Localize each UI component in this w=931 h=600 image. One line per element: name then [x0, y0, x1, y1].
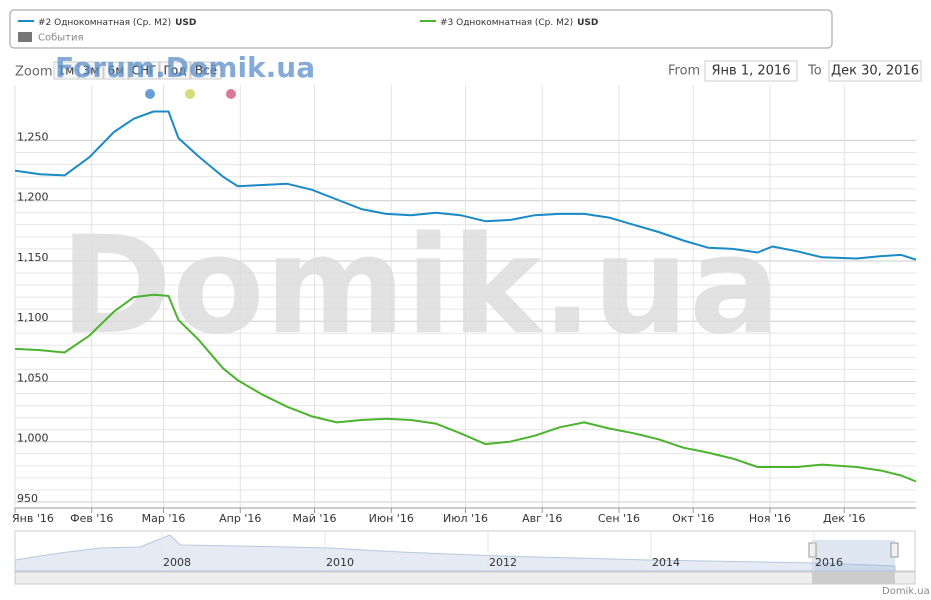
- zoom-button-label[interactable]: 3м: [83, 64, 100, 78]
- forum-watermark: Forum.Domik.ua: [55, 51, 315, 84]
- zoom-button[interactable]: [78, 61, 104, 80]
- legend-unit[interactable]: USD: [577, 18, 598, 28]
- navigator-year: 2012: [489, 556, 517, 569]
- x-tick-label: Июн '16: [369, 512, 414, 525]
- zoom-button-label[interactable]: 6м: [108, 64, 125, 78]
- zoom-button[interactable]: [53, 61, 79, 80]
- x-tick-label: Сен '16: [598, 512, 640, 525]
- navigator-year: 2014: [652, 556, 680, 569]
- zoom-button[interactable]: [159, 61, 191, 80]
- x-tick-label: Окт '16: [672, 512, 714, 525]
- legend-label[interactable]: #3 Однокомнатная (Ср. М2) USD: [440, 18, 598, 28]
- legend-unit[interactable]: USD: [175, 18, 196, 28]
- navigator-year: 2016: [815, 556, 843, 569]
- event-flag[interactable]: [185, 89, 195, 99]
- credit[interactable]: Domik.ua: [882, 586, 930, 597]
- legend-name[interactable]: #2 Однокомнатная (Ср. М2): [38, 18, 171, 28]
- y-tick-label: 1,050: [17, 371, 49, 384]
- y-tick-label: 1,250: [17, 130, 49, 143]
- navigator-year: 2008: [163, 556, 191, 569]
- x-tick-label: Дек '16: [823, 512, 866, 525]
- zoom-button[interactable]: [128, 61, 160, 80]
- navigator-handle[interactable]: [890, 542, 899, 558]
- navigator-window[interactable]: [812, 540, 895, 571]
- series-line: [14, 293, 917, 483]
- navigator-year: 2010: [326, 556, 354, 569]
- events-swatch: [18, 32, 32, 42]
- legend-label[interactable]: #2 Однокомнатная (Ср. М2) USD: [38, 18, 196, 28]
- zoom-button-label[interactable]: 1м: [58, 64, 75, 78]
- y-tick-label: 1,000: [17, 432, 49, 445]
- zoom-button[interactable]: [103, 61, 129, 80]
- y-tick-label: 1,100: [17, 311, 49, 324]
- scrollbar-thumb[interactable]: [812, 572, 895, 584]
- zoom-button-label[interactable]: Год: [164, 64, 187, 78]
- x-tick-label: Авг '16: [522, 512, 562, 525]
- y-tick-label: 1,150: [17, 251, 49, 264]
- from-label: From: [668, 64, 700, 79]
- event-flag[interactable]: [145, 89, 155, 99]
- series-group: [14, 110, 917, 483]
- watermark: Domik.ua: [60, 207, 780, 364]
- x-tick-label: Мар '16: [142, 512, 186, 525]
- series-line: [14, 110, 917, 261]
- navigator-handle[interactable]: [808, 542, 817, 558]
- event-flag[interactable]: [226, 89, 236, 99]
- x-tick-label: Июл '16: [443, 512, 488, 525]
- navigator-series: [14, 534, 896, 572]
- zoom-button[interactable]: [190, 61, 222, 80]
- legend-box: [9, 9, 833, 49]
- scrollbar[interactable]: [14, 571, 916, 585]
- from-value[interactable]: Янв 1, 2016: [712, 64, 791, 79]
- x-tick-label: Апр '16: [219, 512, 261, 525]
- x-tick-label: Фев '16: [70, 512, 113, 525]
- overlay: 950 1,000 1,050 1,100 1,150 1,200 1,250 Янв '16…: [12, 18, 866, 571]
- y-tick-label: 950: [17, 492, 38, 505]
- y-tick-label: 1,200: [17, 191, 49, 204]
- x-tick-label: Ноя '16: [749, 512, 791, 525]
- zoom-button-label[interactable]: Всё: [195, 64, 217, 78]
- to-label: To: [807, 64, 822, 79]
- to-input[interactable]: [828, 60, 922, 82]
- events-label[interactable]: События: [38, 33, 84, 44]
- x-tick-label: Май '16: [293, 512, 337, 525]
- legend-name[interactable]: #3 Однокомнатная (Ср. М2): [440, 18, 573, 28]
- x-tick-label: Янв '16: [12, 512, 54, 525]
- zoom-button-label[interactable]: СНГ: [132, 64, 157, 78]
- to-value[interactable]: Дек 30, 2016: [831, 64, 919, 79]
- from-input[interactable]: [704, 60, 798, 82]
- zoom-label: Zoom: [15, 65, 52, 80]
